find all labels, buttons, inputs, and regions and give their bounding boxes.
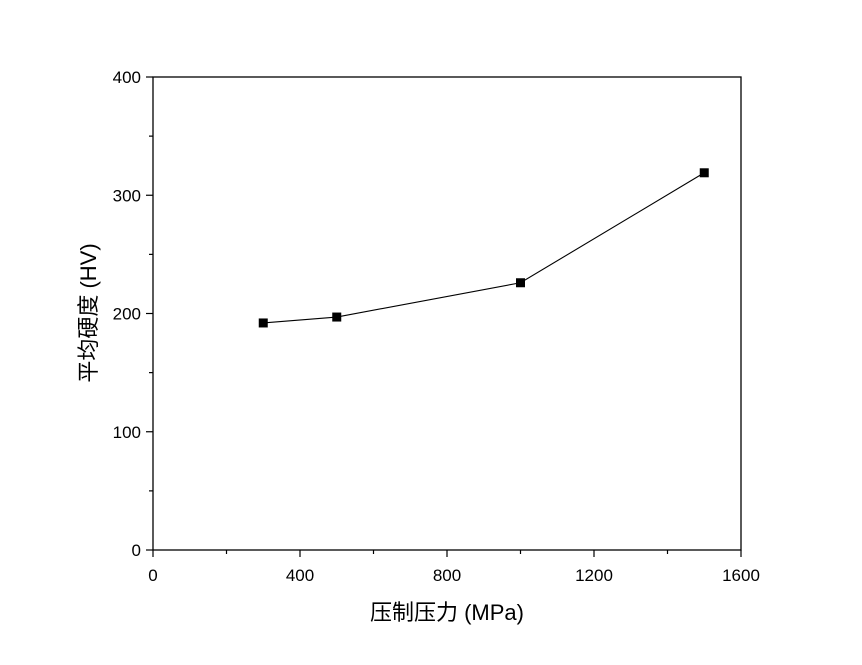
- series-line: [263, 172, 705, 324]
- data-point-marker: [516, 278, 525, 288]
- series-layer: [258, 168, 709, 328]
- y-tick-label: 100: [113, 423, 141, 442]
- ticks-layer: 0 400 800 1200 1600 0 100 200 300 400: [113, 68, 760, 585]
- x-tick-label: 0: [148, 566, 157, 585]
- y-tick-label: 400: [113, 68, 141, 87]
- y-tick-label: 200: [113, 305, 141, 324]
- data-point-marker: [699, 168, 709, 178]
- plot-frame: [152, 76, 742, 551]
- x-axis-title: 压制压力 (MPa): [370, 600, 524, 625]
- y-tick-label: 300: [113, 186, 141, 205]
- x-tick-label: 1600: [722, 566, 760, 585]
- axes-layer: [152, 76, 742, 551]
- x-tick-label: 400: [286, 566, 314, 585]
- x-tick-label: 1200: [575, 566, 613, 585]
- x-tick-label: 800: [433, 566, 461, 585]
- y-tick-label: 0: [132, 541, 141, 560]
- data-point-marker: [332, 312, 342, 322]
- data-point-marker: [258, 318, 268, 328]
- y-axis-title: 平均硬度 (HV): [76, 243, 101, 382]
